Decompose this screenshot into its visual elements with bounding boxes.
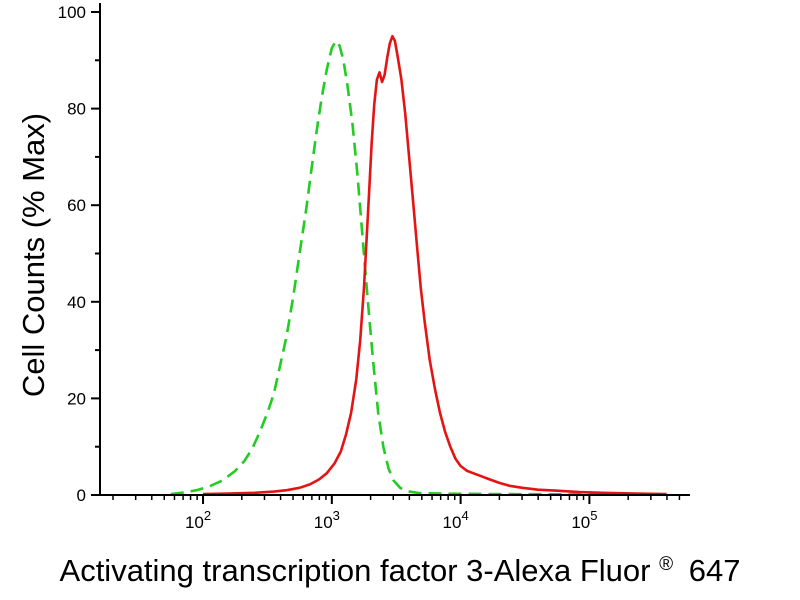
y-tick-label: 80 [67,100,86,119]
series-green-dashed-curve [170,39,667,496]
x-tick-label: 104 [443,508,469,532]
y-tick-label: 0 [77,486,86,505]
y-tick-label: 60 [67,196,86,215]
y-tick-label: 20 [67,389,86,408]
series-red-solid-curve [202,34,667,496]
chart-series [170,34,667,496]
x-tick-exponent: 5 [590,508,597,523]
x-tick-exponent: 3 [333,508,340,523]
y-axis-label: Cell Counts (% Max) [16,113,51,397]
x-tick-label: 102 [185,508,211,532]
x-tick-label: 105 [571,508,597,532]
chart-axes: 0 20 40 60 80 100 102 103 104 105 [58,3,690,532]
x-axis-label: Activating transcription factor 3-Alexa … [60,542,741,588]
x-tick-exponent: 2 [204,508,211,523]
y-tick-label: 40 [67,293,86,312]
x-axis-label-main: Activating transcription factor 3-Alexa … [60,553,651,588]
y-tick-label: 100 [58,3,86,22]
x-tick-label: 103 [314,508,340,532]
x-tick-exponent: 4 [461,508,468,523]
x-axis-label-suffix: 647 [689,553,741,588]
registered-trademark-symbol: ® [659,554,673,575]
